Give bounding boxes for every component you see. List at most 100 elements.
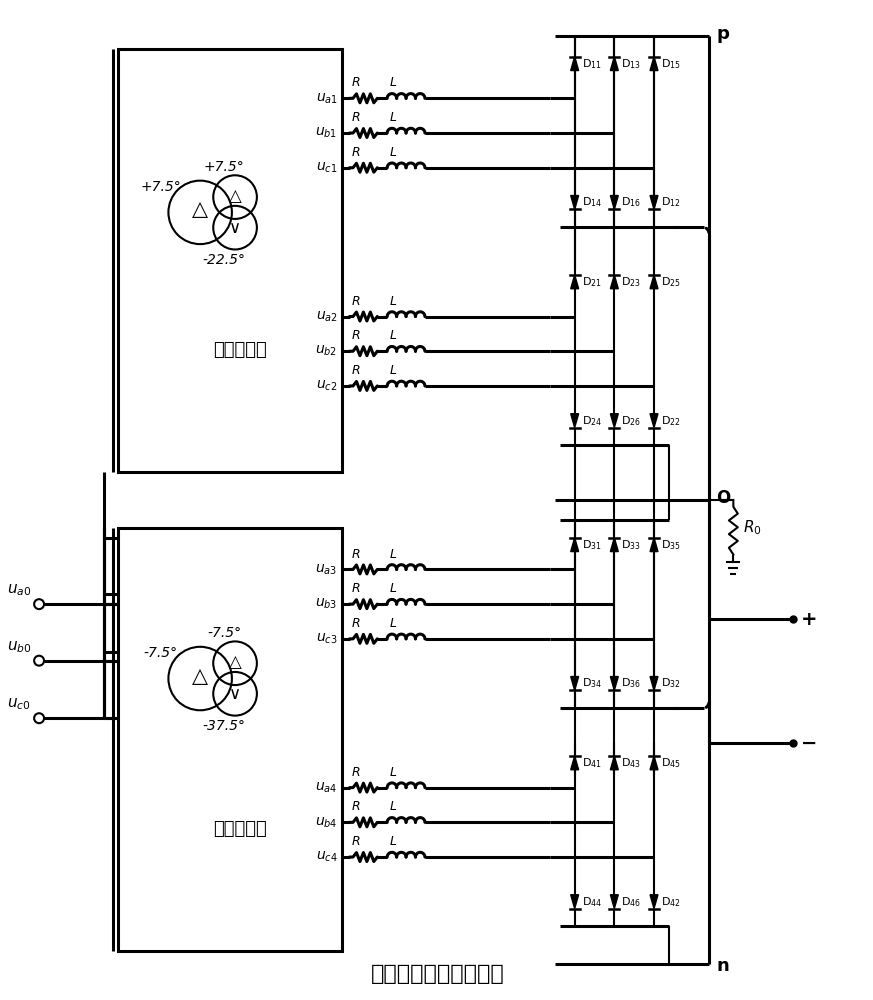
Text: $\mathrm{D}_{21}$: $\mathrm{D}_{21}$ <box>581 275 601 289</box>
Bar <box>119 528 341 951</box>
Polygon shape <box>571 677 579 690</box>
Text: $u_{b1}$: $u_{b1}$ <box>315 126 338 140</box>
Text: $\mathrm{D}_{22}$: $\mathrm{D}_{22}$ <box>661 414 681 428</box>
Text: $L$: $L$ <box>389 548 397 561</box>
Text: $L$: $L$ <box>389 582 397 595</box>
Polygon shape <box>650 275 658 289</box>
Text: $L$: $L$ <box>389 617 397 630</box>
Polygon shape <box>650 196 658 209</box>
Polygon shape <box>650 677 658 690</box>
Text: $R$: $R$ <box>351 766 360 779</box>
Text: $\mathrm{D}_{46}$: $\mathrm{D}_{46}$ <box>622 895 642 909</box>
Text: 移相变压器: 移相变压器 <box>213 820 267 838</box>
Polygon shape <box>571 895 579 909</box>
Polygon shape <box>610 275 618 289</box>
Polygon shape <box>571 756 579 770</box>
Text: $L$: $L$ <box>389 295 397 308</box>
Text: $u_{a1}$: $u_{a1}$ <box>316 91 338 106</box>
Text: $\mathrm{D}_{42}$: $\mathrm{D}_{42}$ <box>661 895 681 909</box>
Text: △: △ <box>192 199 208 219</box>
Text: O: O <box>717 489 731 507</box>
Text: $u_{c0}$: $u_{c0}$ <box>8 696 31 712</box>
Text: -22.5°: -22.5° <box>203 253 245 267</box>
Text: 移相变压器: 移相变压器 <box>213 341 267 359</box>
Text: $R$: $R$ <box>351 617 360 630</box>
Text: −: − <box>801 733 817 752</box>
Text: $R_0$: $R_0$ <box>743 518 762 537</box>
Text: $u_{c1}$: $u_{c1}$ <box>316 161 338 175</box>
Text: $L$: $L$ <box>389 76 397 89</box>
Polygon shape <box>610 196 618 209</box>
Polygon shape <box>610 895 618 909</box>
Text: $\mathrm{D}_{41}$: $\mathrm{D}_{41}$ <box>581 756 601 770</box>
Text: $L$: $L$ <box>389 766 397 779</box>
Text: $L$: $L$ <box>389 800 397 813</box>
Text: $\mathrm{D}_{36}$: $\mathrm{D}_{36}$ <box>622 677 642 690</box>
Text: ∨: ∨ <box>229 685 241 703</box>
Text: $u_{c3}$: $u_{c3}$ <box>316 632 338 646</box>
Text: +7.5°: +7.5° <box>203 160 244 174</box>
Text: +: + <box>801 610 817 629</box>
Text: $L$: $L$ <box>389 146 397 159</box>
Polygon shape <box>571 196 579 209</box>
Text: $\mathrm{D}_{25}$: $\mathrm{D}_{25}$ <box>661 275 681 289</box>
Text: $R$: $R$ <box>351 111 360 124</box>
Polygon shape <box>571 538 579 552</box>
Text: $R$: $R$ <box>351 582 360 595</box>
Text: $u_{c4}$: $u_{c4}$ <box>316 850 338 864</box>
Text: $\mathrm{D}_{12}$: $\mathrm{D}_{12}$ <box>661 196 681 209</box>
Text: $u_{b4}$: $u_{b4}$ <box>315 815 338 830</box>
Text: p: p <box>717 25 729 43</box>
Text: $u_{b2}$: $u_{b2}$ <box>315 344 338 358</box>
Text: $R$: $R$ <box>351 800 360 813</box>
Text: $R$: $R$ <box>351 364 360 377</box>
Text: $R$: $R$ <box>351 548 360 561</box>
Polygon shape <box>571 57 579 71</box>
Text: $L$: $L$ <box>389 329 397 342</box>
Text: $\mathrm{D}_{33}$: $\mathrm{D}_{33}$ <box>622 538 641 552</box>
Text: $\mathrm{D}_{26}$: $\mathrm{D}_{26}$ <box>622 414 642 428</box>
Text: $\mathrm{D}_{32}$: $\mathrm{D}_{32}$ <box>661 677 681 690</box>
Text: $L$: $L$ <box>389 835 397 848</box>
Text: $R$: $R$ <box>351 146 360 159</box>
Text: $R$: $R$ <box>351 835 360 848</box>
Text: -7.5°: -7.5° <box>207 626 241 640</box>
Polygon shape <box>610 414 618 428</box>
Text: $R$: $R$ <box>351 76 360 89</box>
Text: $u_{b3}$: $u_{b3}$ <box>315 597 338 611</box>
Polygon shape <box>610 57 618 71</box>
Text: $\mathrm{D}_{44}$: $\mathrm{D}_{44}$ <box>581 895 601 909</box>
Text: 二十四脉波不控整流器: 二十四脉波不控整流器 <box>370 964 505 984</box>
Bar <box>119 49 341 472</box>
Text: $\mathrm{D}_{35}$: $\mathrm{D}_{35}$ <box>661 538 681 552</box>
Text: $\mathrm{D}_{11}$: $\mathrm{D}_{11}$ <box>581 57 601 71</box>
Text: $\mathrm{D}_{34}$: $\mathrm{D}_{34}$ <box>581 677 601 690</box>
Text: △: △ <box>229 653 242 671</box>
Text: $u_{b0}$: $u_{b0}$ <box>7 639 31 655</box>
Text: $u_{a0}$: $u_{a0}$ <box>7 582 31 598</box>
Text: $\mathrm{D}_{14}$: $\mathrm{D}_{14}$ <box>581 196 601 209</box>
Text: △: △ <box>229 187 242 205</box>
Polygon shape <box>650 895 658 909</box>
Text: $L$: $L$ <box>389 364 397 377</box>
Polygon shape <box>650 538 658 552</box>
Polygon shape <box>610 756 618 770</box>
Text: $\mathrm{D}_{24}$: $\mathrm{D}_{24}$ <box>581 414 601 428</box>
Text: $u_{a3}$: $u_{a3}$ <box>315 562 338 577</box>
Text: $u_{a2}$: $u_{a2}$ <box>316 309 338 324</box>
Text: n: n <box>717 957 729 975</box>
Text: $u_{c2}$: $u_{c2}$ <box>316 379 338 393</box>
Text: $\mathrm{D}_{13}$: $\mathrm{D}_{13}$ <box>622 57 641 71</box>
Polygon shape <box>650 414 658 428</box>
Polygon shape <box>650 57 658 71</box>
Text: $\mathrm{D}_{15}$: $\mathrm{D}_{15}$ <box>661 57 681 71</box>
Polygon shape <box>610 677 618 690</box>
Polygon shape <box>610 538 618 552</box>
Text: $\mathrm{D}_{31}$: $\mathrm{D}_{31}$ <box>581 538 601 552</box>
Text: $R$: $R$ <box>351 329 360 342</box>
Text: $\mathrm{D}_{43}$: $\mathrm{D}_{43}$ <box>622 756 641 770</box>
Text: $u_{a4}$: $u_{a4}$ <box>315 780 338 795</box>
Text: -37.5°: -37.5° <box>203 719 245 733</box>
Polygon shape <box>650 756 658 770</box>
Text: $L$: $L$ <box>389 111 397 124</box>
